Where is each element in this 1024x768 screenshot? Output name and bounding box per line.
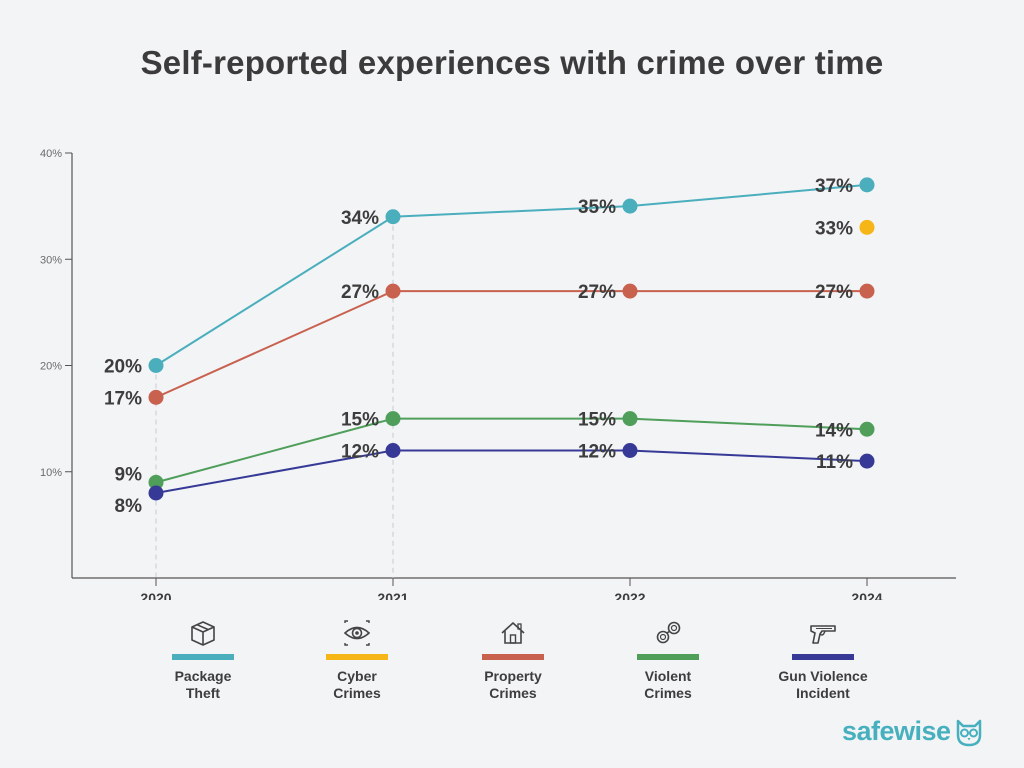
data-label: 11% [816, 452, 853, 473]
eye-icon [343, 620, 371, 646]
data-point [622, 198, 638, 214]
data-label: 12% [341, 442, 379, 463]
data-label: 17% [104, 388, 142, 409]
data-point [148, 389, 164, 405]
data-label: 27% [815, 282, 853, 303]
legend-label: Cyber Crimes [333, 668, 381, 701]
chart-title: Self-reported experiences with crime ove… [140, 44, 884, 81]
legend-label: Violent Crimes [644, 668, 692, 701]
series-line-2 [155, 290, 867, 399]
legend-label: Gun Violence Incident [778, 668, 868, 701]
safewise-logo: safewise [842, 716, 983, 747]
data-point [859, 283, 875, 299]
legend-item: Violent Crimes [608, 618, 728, 702]
data-label: 20% [104, 357, 142, 378]
data-label: 35% [578, 197, 616, 218]
data-point [859, 219, 875, 235]
x-tick-label: 2024 [851, 590, 882, 600]
data-label: 27% [341, 282, 379, 303]
data-point [385, 411, 401, 427]
data-label: 34% [341, 208, 379, 229]
data-point [622, 443, 638, 458]
data-point [622, 411, 638, 427]
line-chart: 10% 20% 30% 40% 2020 2021 2022 2024 20% 34% 35% 37%… [40, 148, 956, 600]
legend-item: Gun Violence Incident [763, 618, 883, 702]
data-label: 37% [815, 176, 853, 197]
data-label: 9% [115, 464, 143, 485]
legend-item: Cyber Crimes [297, 618, 417, 702]
y-tick-label: 30% [40, 254, 62, 266]
x-tick-label: 2022 [614, 590, 645, 600]
data-label: 12% [578, 442, 616, 463]
data-label: 15% [578, 410, 616, 431]
package-icon [191, 621, 215, 646]
legend-swatch [172, 654, 234, 660]
data-point [622, 283, 638, 299]
data-label: 14% [815, 420, 853, 441]
gun-icon [810, 625, 836, 644]
data-point [859, 453, 875, 469]
data-point [148, 474, 164, 490]
data-point [148, 485, 164, 501]
legend-swatch [792, 654, 854, 660]
data-point [385, 283, 401, 299]
series-line-0 [155, 183, 868, 367]
legend-item: Package Theft [143, 618, 263, 702]
y-tick-label: 40% [40, 148, 62, 160]
owl-icon [956, 719, 981, 746]
data-point [385, 443, 401, 458]
series-line-4 [155, 449, 868, 494]
series-line-3 [155, 417, 868, 484]
data-point [859, 421, 875, 437]
legend-swatch [326, 654, 388, 660]
data-point [859, 177, 875, 193]
x-tick-label: 2021 [377, 590, 408, 600]
data-label: 27% [578, 282, 616, 303]
logo-text: safewise [842, 716, 951, 746]
handcuffs-icon [656, 621, 681, 644]
legend-swatch [637, 654, 699, 660]
legend-label: Property Crimes [484, 668, 542, 701]
y-tick-label: 10% [40, 467, 62, 479]
legend-item: Property Crimes [453, 618, 573, 702]
legend-label: Package Theft [174, 668, 232, 701]
y-tick-label: 20% [40, 361, 62, 373]
data-label: 8% [115, 496, 143, 517]
data-label: 33% [815, 218, 853, 239]
legend-swatch [482, 654, 544, 660]
data-point [148, 358, 164, 373]
data-point [385, 209, 401, 225]
house-icon [501, 622, 525, 644]
x-tick-label: 2020 [140, 590, 171, 600]
data-label: 15% [341, 410, 379, 431]
